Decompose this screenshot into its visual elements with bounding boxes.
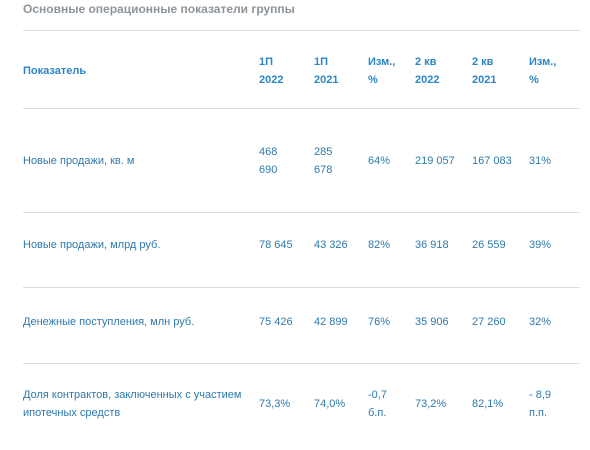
cell-q2-2021: 26 559 bbox=[472, 236, 506, 254]
header-h1-2022: 1П 2022 bbox=[259, 53, 283, 89]
cell-line: -0,7 bbox=[368, 389, 387, 401]
cell-change-h1: 64% bbox=[368, 152, 390, 170]
row-divider bbox=[23, 108, 580, 109]
cell-line: 31% bbox=[529, 155, 552, 167]
cell-change-q2: 32% bbox=[529, 313, 551, 331]
cell-q2-2021: 27 260 bbox=[472, 313, 506, 331]
cell-line: 75 426 bbox=[259, 316, 293, 328]
header-line: % bbox=[368, 74, 378, 86]
cell-line: 690 bbox=[259, 164, 278, 176]
cell-h1-2021: 43 326 bbox=[314, 236, 348, 254]
cell-h1-2022: 75 426 bbox=[259, 313, 293, 331]
cell-line: п.п. bbox=[529, 407, 548, 419]
cell-line: 27 260 bbox=[472, 316, 506, 328]
header-h1-2021: 1П 2021 bbox=[314, 53, 338, 89]
row-label-cash-receipts: Денежные поступления, млн руб. bbox=[23, 313, 248, 331]
header-divider bbox=[23, 30, 580, 31]
header-line: % bbox=[529, 74, 539, 86]
cell-change-q2: - 8,9 п.п. bbox=[529, 386, 551, 422]
cell-line: 219 057 bbox=[415, 155, 455, 167]
header-line: 1П bbox=[314, 56, 329, 68]
header-line: 2022 bbox=[415, 74, 440, 86]
row-divider bbox=[23, 287, 580, 288]
cell-change-h1: -0,7 б.п. bbox=[368, 386, 387, 422]
row-label-mortgage-share: Доля контрактов, заключенных с участием … bbox=[23, 386, 248, 422]
cell-h1-2022: 78 645 bbox=[259, 236, 293, 254]
cell-line: 43 326 bbox=[314, 239, 348, 251]
cell-q2-2022: 73,2% bbox=[415, 395, 446, 413]
header-line: Изм., bbox=[529, 56, 557, 68]
row-label-new-sales-rub: Новые продажи, млрд руб. bbox=[23, 236, 248, 254]
cell-h1-2021: 285 678 bbox=[314, 143, 332, 179]
cell-line: 73,3% bbox=[259, 398, 291, 410]
cell-change-q2: 31% bbox=[529, 152, 551, 170]
cell-line: Денежные поступления, млн руб. bbox=[23, 316, 195, 328]
cell-change-q2: 39% bbox=[529, 236, 551, 254]
cell-q2-2022: 35 906 bbox=[415, 313, 449, 331]
header-q2-2022: 2 кв 2022 bbox=[415, 53, 439, 89]
header-indicator: Показатель bbox=[23, 65, 87, 77]
cell-q2-2021: 167 083 bbox=[472, 152, 512, 170]
cell-line: 468 bbox=[259, 146, 278, 158]
cell-line: 74,0% bbox=[314, 398, 346, 410]
cell-line: Доля контрактов, заключенных с участием bbox=[23, 389, 242, 401]
cell-change-h1: 76% bbox=[368, 313, 390, 331]
cell-line: 82,1% bbox=[472, 398, 504, 410]
cell-line: 35 906 bbox=[415, 316, 449, 328]
cell-h1-2022: 73,3% bbox=[259, 395, 290, 413]
cell-line: б.п. bbox=[368, 407, 387, 419]
cell-line: 82% bbox=[368, 239, 391, 251]
cell-h1-2021: 74,0% bbox=[314, 395, 345, 413]
cell-h1-2021: 42 899 bbox=[314, 313, 348, 331]
cell-line: Новые продажи, млрд руб. bbox=[23, 239, 161, 251]
header-change-q2: Изм., % bbox=[529, 53, 556, 89]
cell-line: 285 bbox=[314, 146, 333, 158]
header-change-h1: Изм., % bbox=[368, 53, 395, 89]
cell-line: 26 559 bbox=[472, 239, 506, 251]
row-divider bbox=[23, 212, 580, 213]
header-q2-2021: 2 кв 2021 bbox=[472, 53, 496, 89]
cell-line: 78 645 bbox=[259, 239, 293, 251]
cell-line: 167 083 bbox=[472, 155, 512, 167]
cell-q2-2022: 219 057 bbox=[415, 152, 455, 170]
row-divider bbox=[23, 363, 580, 364]
cell-line: ипотечных средств bbox=[23, 407, 121, 419]
cell-line: - 8,9 bbox=[529, 389, 552, 401]
cell-line: 76% bbox=[368, 316, 391, 328]
cell-line: 73,2% bbox=[415, 398, 447, 410]
cell-change-h1: 82% bbox=[368, 236, 390, 254]
cell-line: 42 899 bbox=[314, 316, 348, 328]
header-line: 2021 bbox=[314, 74, 339, 86]
cell-line: 32% bbox=[529, 316, 552, 328]
cell-h1-2022: 468 690 bbox=[259, 143, 277, 179]
cell-line: Новые продажи, кв. м bbox=[23, 155, 135, 167]
header-line: Изм., bbox=[368, 56, 396, 68]
header-line: 2022 bbox=[259, 74, 284, 86]
header-line: 2021 bbox=[472, 74, 497, 86]
cell-q2-2021: 82,1% bbox=[472, 395, 503, 413]
page-title: Основные операционные показатели группы bbox=[23, 2, 295, 16]
header-line: 1П bbox=[259, 56, 274, 68]
header-line: 2 кв bbox=[472, 56, 494, 68]
cell-line: 678 bbox=[314, 164, 333, 176]
row-label-new-sales-sqm: Новые продажи, кв. м bbox=[23, 152, 248, 170]
header-line: 2 кв bbox=[415, 56, 437, 68]
cell-line: 39% bbox=[529, 239, 552, 251]
cell-line: 64% bbox=[368, 155, 391, 167]
cell-q2-2022: 36 918 bbox=[415, 236, 449, 254]
cell-line: 36 918 bbox=[415, 239, 449, 251]
